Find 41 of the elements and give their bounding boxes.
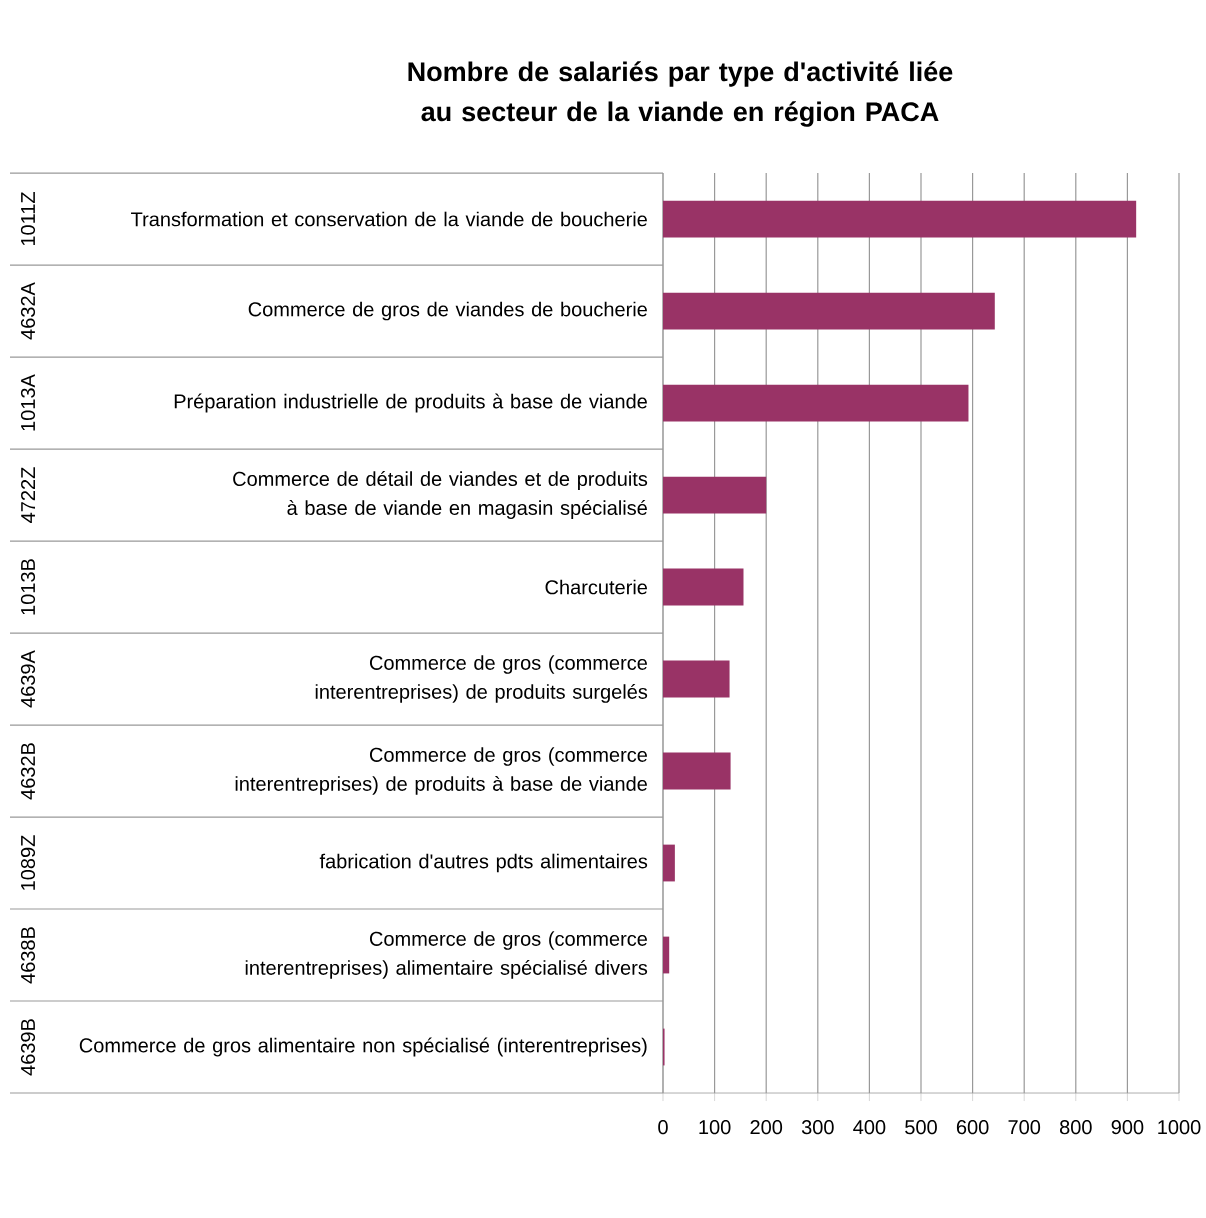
- text: 1011Z: [20, 192, 36, 246]
- text: 4639B: [20, 1019, 36, 1076]
- x-tick-label: 500: [905, 1120, 937, 1135]
- text: 1013A: [20, 374, 36, 431]
- bar: [663, 660, 730, 698]
- bar: [663, 200, 1137, 238]
- text: 4722Z: [21, 467, 35, 523]
- x-tick-label: 0: [658, 1120, 668, 1135]
- y-tick-label: Transformation et conservation de la viande de boucherie: [131, 211, 647, 227]
- y-tick-label: Commerce de gros (commerce interentreprises) alimentaire spécialisé divers: [245, 931, 648, 979]
- x-tick-label: 400: [853, 1120, 886, 1135]
- bar: [663, 292, 995, 330]
- y-tick-label: Commerce de gros (commerce interentreprises) de produits à base de viande: [235, 747, 647, 795]
- y-tick-label: Charcuterie: [545, 579, 648, 595]
- x-tick-label: 600: [956, 1120, 989, 1135]
- y-tick-label: Commerce de gros de viandes de boucherie: [248, 301, 647, 321]
- text: 4638B: [20, 927, 36, 984]
- text: 1013B: [20, 559, 36, 615]
- x-tick-label: 300: [801, 1120, 834, 1135]
- bar: [663, 384, 969, 422]
- y-tick-label: Commerce de gros (commerce interentreprises) de produits surgelés: [315, 655, 648, 703]
- y-tick-label: Commerce de détail de viandes et de produits à base de viande en magasin spécialisé: [233, 471, 648, 519]
- bar: [663, 752, 731, 790]
- x-tick-label: 900: [1111, 1120, 1144, 1135]
- x-tick-label: 100: [699, 1120, 731, 1135]
- x-tick-label: 800: [1059, 1120, 1092, 1135]
- text: 4632B: [20, 743, 36, 800]
- text: 4632A: [20, 282, 36, 340]
- y-tick-label: Préparation industrielle de produits à base de viande: [174, 393, 647, 413]
- bar: [663, 476, 767, 514]
- bar: [663, 936, 670, 974]
- chart-title: Nombre de salariés par type d'activité liée au secteur de la viande en région PACA: [408, 61, 953, 127]
- bar: [663, 844, 675, 882]
- y-tick-label: fabrication d'autres pdts alimentaires: [319, 853, 648, 873]
- x-tick-label: 700: [1008, 1120, 1041, 1135]
- bar: [663, 568, 744, 606]
- x-tick-label: 1000: [1158, 1120, 1201, 1135]
- text: 1089Z: [20, 835, 36, 890]
- text: 4639A: [20, 650, 36, 708]
- y-tick-label: Commerce de gros alimentaire non spécialisé (interentreprises): [79, 1037, 647, 1057]
- x-tick-label: 200: [750, 1120, 783, 1135]
